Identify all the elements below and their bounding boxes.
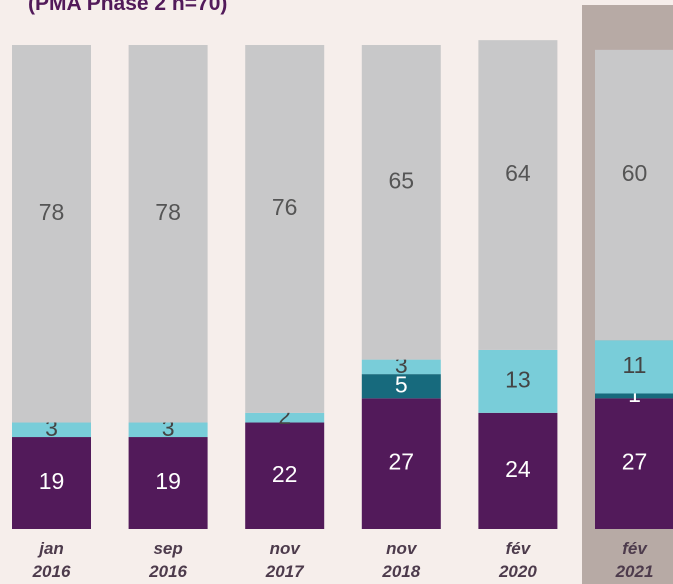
data-label: 19 bbox=[155, 468, 181, 494]
bar-segment bbox=[595, 393, 673, 399]
data-label: 60 bbox=[622, 160, 648, 186]
data-label: 27 bbox=[622, 449, 648, 475]
data-label: 13 bbox=[505, 366, 531, 392]
chart-title: (PMA Phase 2 n=70) bbox=[28, 0, 228, 15]
data-label: 78 bbox=[155, 199, 181, 225]
bar-segment bbox=[595, 340, 673, 394]
x-tick-label: fév 2021 bbox=[615, 539, 654, 581]
data-label: 5 bbox=[395, 371, 408, 397]
bar-segment bbox=[478, 40, 558, 350]
bar-segment bbox=[245, 422, 325, 529]
bar-segment bbox=[361, 359, 441, 375]
bar-segment bbox=[128, 437, 208, 529]
bar-segment bbox=[361, 398, 441, 529]
bar-segment bbox=[595, 398, 673, 529]
bar-segment bbox=[478, 349, 558, 413]
bar-segment bbox=[361, 45, 441, 360]
data-label: 24 bbox=[505, 456, 531, 482]
x-tick-label: nov 2017 bbox=[265, 539, 304, 581]
data-label: 19 bbox=[39, 468, 65, 494]
bar-segment bbox=[478, 412, 558, 529]
bar-segment bbox=[128, 422, 208, 438]
x-tick-label: nov 2018 bbox=[382, 539, 421, 581]
data-label: 76 bbox=[272, 194, 298, 220]
bar-segment bbox=[128, 45, 208, 423]
bar-segment bbox=[245, 45, 325, 413]
x-tick-label: jan 2016 bbox=[32, 539, 71, 581]
bar-segment bbox=[595, 49, 673, 341]
data-label: 65 bbox=[389, 167, 415, 193]
data-label: 78 bbox=[39, 199, 65, 225]
bar-segment bbox=[12, 422, 91, 438]
bar-segment bbox=[361, 374, 441, 399]
bar-segment bbox=[12, 437, 91, 529]
data-label: 64 bbox=[505, 160, 531, 186]
x-tick-label: sep 2016 bbox=[149, 539, 187, 581]
data-label: 11 bbox=[623, 352, 647, 378]
bar-segment bbox=[12, 45, 91, 423]
data-label: 27 bbox=[389, 449, 415, 475]
bar-segment bbox=[245, 412, 325, 423]
data-label: 22 bbox=[272, 461, 298, 487]
x-tick-label: fév 2020 bbox=[498, 539, 537, 581]
